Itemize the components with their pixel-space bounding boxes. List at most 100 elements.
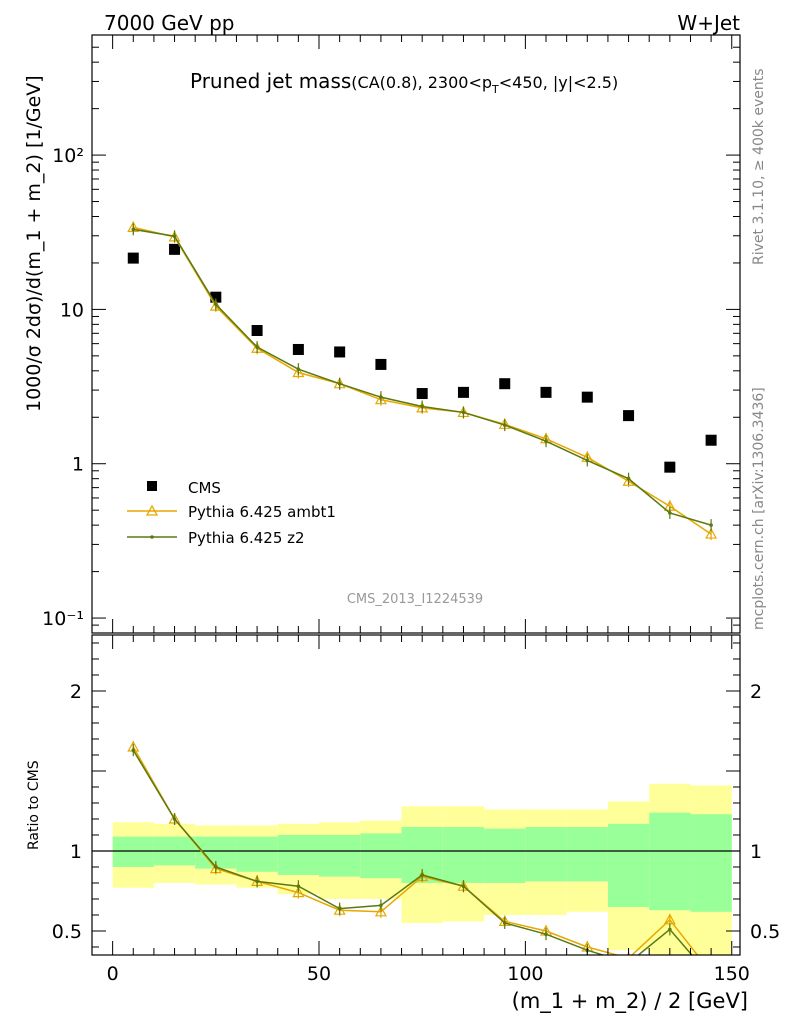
ambt1-ratio-point xyxy=(292,886,305,898)
ratio-uncertainty-band-inner xyxy=(360,833,402,879)
cms-data-point xyxy=(375,358,387,370)
cms-data-point xyxy=(623,410,635,422)
z2-ratio-point xyxy=(172,817,177,821)
z2-main-point xyxy=(214,302,218,307)
ambt1-ratio-point xyxy=(374,905,387,917)
cms-data-point xyxy=(210,291,222,303)
z2-ratio-point xyxy=(296,884,301,888)
ambt1-main-point xyxy=(705,527,718,539)
main-y-tick-label: 10 xyxy=(60,299,84,321)
z2-main-point xyxy=(502,423,507,427)
cms-data-point xyxy=(540,386,552,398)
ratio-uncertainty-band-inner xyxy=(525,827,567,882)
z2-main-point xyxy=(585,458,590,463)
rivet-version-label: Rivet 3.1.10, ≥ 400k events xyxy=(751,68,767,265)
ratio-y-tick-label-right: 2 xyxy=(750,681,762,703)
header-process-label: W+Jet xyxy=(677,11,740,35)
ambt1-main-point xyxy=(374,393,387,405)
z2-ratio-point xyxy=(214,865,218,869)
z2-ratio-point xyxy=(379,903,383,908)
z2-ratio-point xyxy=(255,879,259,884)
z2-main-point xyxy=(172,234,177,239)
ratio-y-tick-label-right: 0.5 xyxy=(750,921,780,943)
main-panel: 10⁻¹ 1 10 10² Pruned jet mass(CA(0.8), 2300… xyxy=(23,34,741,634)
main-axes: 10⁻¹ 1 10 10² xyxy=(42,34,740,634)
ratio-bands xyxy=(92,783,740,955)
z2-main-point xyxy=(668,511,672,515)
main-y-axis-label: 1000/σ 2dσ)/d(m_1 + m_2) [1/GeV] xyxy=(23,75,45,412)
z2-ratio-point xyxy=(337,906,342,911)
legend-cms-marker xyxy=(147,481,157,491)
legend-z2-label: Pythia 6.425 z2 xyxy=(188,529,305,547)
legend-ambt1-label: Pythia 6.425 ambt1 xyxy=(188,503,336,521)
cms-data-point xyxy=(292,343,304,355)
ratio-uncertainty-band-inner xyxy=(442,827,485,883)
cms-data-point xyxy=(127,252,139,264)
cms-data-point xyxy=(581,391,593,403)
z2-main-point xyxy=(420,404,424,409)
x-tick-label: 50 xyxy=(307,963,331,985)
z2-ratio-point xyxy=(668,927,672,932)
z2-ratio-point xyxy=(420,873,424,877)
cms-data-point xyxy=(334,346,346,358)
cms-data-point xyxy=(457,386,469,398)
main-y-tick-label: 1 xyxy=(72,454,84,476)
z2-main-point xyxy=(337,381,342,386)
ratio-frame xyxy=(91,634,741,956)
z2-ratio-point xyxy=(131,748,136,752)
z2-ratio-point xyxy=(709,976,713,980)
ratio-uncertainty-band-inner xyxy=(607,823,650,907)
z2-ratio-point xyxy=(502,921,507,925)
z2-main-point xyxy=(296,367,301,371)
ratio-uncertainty-band-inner xyxy=(319,835,361,877)
plot-title-sub-b: <450, |y|<2.5) xyxy=(499,73,618,92)
main-frame xyxy=(91,34,741,634)
cms-data-point xyxy=(416,388,428,400)
z2-main-point xyxy=(379,395,383,399)
ratio-y-tick-label-left: 1 xyxy=(70,841,82,863)
cms-data-point xyxy=(251,324,263,336)
x-axis-label: (m_1 + m_2) / 2 [GeV] xyxy=(512,989,748,1014)
main-marks xyxy=(127,221,718,541)
z2-ratio-point xyxy=(627,961,631,965)
plot-title-main: Pruned jet mass xyxy=(190,69,351,93)
ratio-y-axis-label: Ratio to CMS xyxy=(26,760,42,850)
legend: CMS Pythia 6.425 ambt1 Pythia 6.425 z2 xyxy=(127,479,336,547)
ratio-uncertainty-band-inner xyxy=(236,836,278,872)
ratio-uncertainty-band-inner xyxy=(649,812,691,911)
ambt1-main-point xyxy=(292,366,305,378)
cms-data-point xyxy=(664,461,676,473)
x-tick-label: 0 xyxy=(107,963,119,985)
z2-ratio-point xyxy=(544,932,548,936)
z2-main-point xyxy=(131,227,136,232)
cms-data-point xyxy=(499,378,511,390)
plot-title-sub-a: (CA(0.8), 2300<p xyxy=(351,73,492,92)
z2-main-point xyxy=(461,410,466,415)
ratio-uncertainty-band-inner xyxy=(277,835,320,875)
ratio-uncertainty-band-inner xyxy=(484,828,526,883)
analysis-id-label: CMS_2013_I1224539 xyxy=(347,592,483,607)
z2-main-point xyxy=(544,439,548,443)
cms-data-point xyxy=(169,243,181,255)
ratio-uncertainty-band-inner xyxy=(112,836,154,867)
mcplots-label: mcplots.cern.ch [arXiv:1306.3436] xyxy=(751,387,767,630)
ratio-y-tick-label-left: 2 xyxy=(70,681,82,703)
main-y-tick-label: 10² xyxy=(52,145,84,167)
main-y-tick-label: 10⁻¹ xyxy=(42,608,84,630)
ratio-y-tick-label-right: 1 xyxy=(750,841,762,863)
z2-main-point xyxy=(255,345,259,349)
legend-z2-marker xyxy=(150,535,154,539)
legend-cms-label: CMS xyxy=(188,479,221,497)
ratio-y-tick-label-left: 0.5 xyxy=(52,921,82,943)
plot-title: Pruned jet mass(CA(0.8), 2300<pT<450, |y… xyxy=(190,69,618,96)
cms-data-point xyxy=(705,434,717,446)
ratio-uncertainty-band-inner xyxy=(690,814,732,912)
header-energy-label: 7000 GeV pp xyxy=(104,11,235,35)
z2-main-point xyxy=(709,523,713,527)
x-tick-label: 150 xyxy=(714,963,750,985)
z2-ratio-point xyxy=(461,884,466,888)
ratio-uncertainty-band-inner xyxy=(566,827,608,882)
